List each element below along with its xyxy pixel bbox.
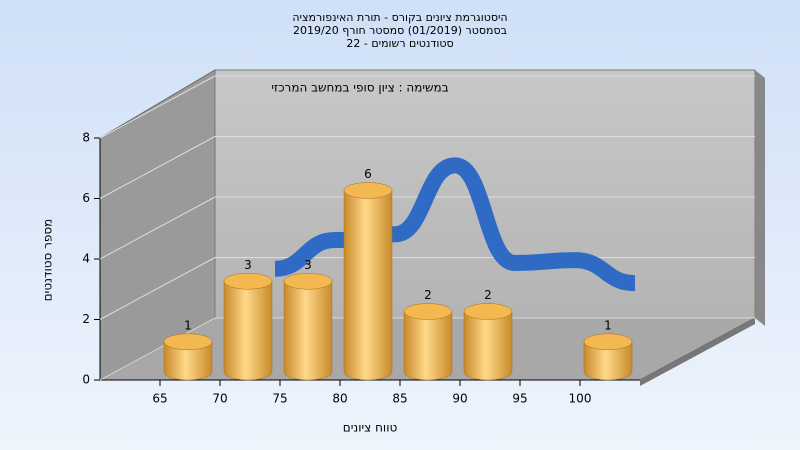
bar-top bbox=[343, 182, 393, 199]
data-label: 1 bbox=[184, 318, 192, 332]
grid-line bbox=[99, 136, 216, 199]
bar bbox=[343, 182, 393, 381]
wall-edge bbox=[755, 70, 765, 326]
bar-top bbox=[223, 273, 273, 290]
bar-top bbox=[163, 333, 213, 350]
y-tick-label: 4 bbox=[82, 252, 90, 266]
bar-body bbox=[163, 341, 213, 381]
bar-top bbox=[283, 273, 333, 290]
bar-body bbox=[463, 311, 513, 381]
bar-top bbox=[583, 333, 633, 350]
trend-ribbon bbox=[274, 157, 636, 292]
y-tick-label: 8 bbox=[82, 131, 90, 145]
y-axis-label: מספר סטודנטים bbox=[41, 219, 55, 302]
data-label: 2 bbox=[424, 288, 432, 302]
y-tick-label: 0 bbox=[82, 373, 90, 387]
grid-line bbox=[99, 75, 216, 139]
data-label: 3 bbox=[244, 258, 252, 272]
x-tick-label: 90 bbox=[452, 392, 467, 406]
bar bbox=[163, 333, 213, 381]
subtitle: במשימה : ציון סופי במחשב המרכזי bbox=[271, 81, 448, 95]
bar-body bbox=[403, 311, 453, 381]
bar-body bbox=[283, 281, 333, 381]
floor-edge bbox=[640, 318, 755, 386]
y-tick-label: 2 bbox=[82, 312, 90, 326]
bar bbox=[583, 333, 633, 381]
data-label: 3 bbox=[304, 258, 312, 272]
bar-top bbox=[403, 303, 453, 320]
bar-body bbox=[223, 281, 273, 381]
chart-title: סטודנטים רשומים - 22 bbox=[346, 37, 453, 50]
bar bbox=[283, 273, 333, 381]
data-label: 2 bbox=[484, 288, 492, 302]
bar-body bbox=[583, 341, 633, 381]
bar bbox=[463, 303, 513, 381]
data-label: 6 bbox=[364, 167, 372, 181]
x-tick-label: 95 bbox=[512, 392, 527, 406]
y-tick-label: 6 bbox=[82, 191, 90, 205]
x-tick-label: 85 bbox=[392, 392, 407, 406]
bar bbox=[403, 303, 453, 381]
grid-line bbox=[99, 196, 216, 260]
x-tick-label: 70 bbox=[212, 392, 227, 406]
x-tick-label: 65 bbox=[152, 392, 167, 406]
x-tick-label: 100 bbox=[569, 392, 592, 406]
grid-line bbox=[99, 317, 216, 381]
bar-top bbox=[463, 303, 513, 320]
bar-body bbox=[343, 190, 393, 381]
bar bbox=[223, 273, 273, 381]
x-tick-label: 80 bbox=[332, 392, 347, 406]
grid-line bbox=[99, 257, 216, 320]
chart-title: היסטוגרמת ציונים בקורס - תורת האינפורמצי… bbox=[292, 11, 507, 24]
chart-title: בסמסטר (01/2019) סמסטר חורף 2019/20 bbox=[293, 24, 507, 37]
x-axis-label: טווח ציונים bbox=[343, 421, 398, 435]
data-label: 1 bbox=[604, 318, 612, 332]
x-tick-label: 75 bbox=[272, 392, 287, 406]
